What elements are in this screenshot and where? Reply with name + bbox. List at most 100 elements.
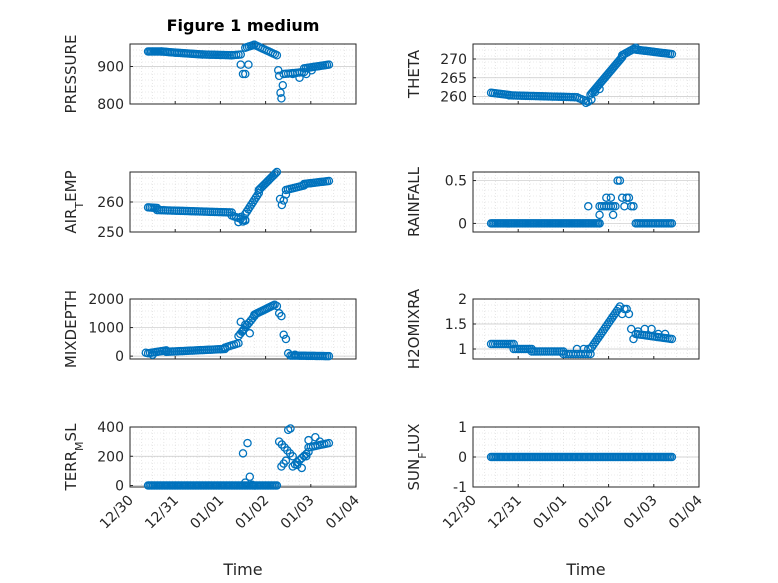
data-point — [288, 69, 297, 79]
data-point — [238, 326, 248, 335]
data-point — [272, 481, 282, 490]
data-point — [281, 334, 291, 344]
data-point — [667, 49, 677, 59]
data-point — [304, 447, 313, 457]
y-tick-label: 200 — [97, 449, 124, 465]
data-point — [324, 351, 334, 361]
data-point — [667, 334, 677, 344]
data-markers — [143, 40, 334, 103]
x-tick-label: 01/03 — [621, 493, 661, 533]
data-point — [584, 202, 593, 211]
data-point — [292, 458, 302, 467]
x-tick-label: 01/02 — [576, 493, 616, 533]
x-tick-label: 12/31 — [142, 493, 182, 533]
data-point — [236, 50, 245, 59]
y-tick-label: 1 — [458, 420, 467, 436]
data-point — [243, 438, 252, 448]
data-point — [629, 202, 638, 211]
data-point — [236, 317, 245, 327]
data-point — [629, 334, 638, 344]
x-tick-label: 01/04 — [323, 492, 363, 532]
y-tick-label: 265 — [440, 71, 467, 87]
y-tick-label: 260 — [97, 195, 124, 211]
data-point — [667, 452, 677, 462]
data-markers — [143, 424, 334, 490]
y-tick-label: 2000 — [88, 292, 124, 308]
data-point — [295, 73, 304, 83]
figure-title: Figure 1 medium — [167, 16, 320, 35]
data-point — [274, 71, 284, 81]
data-point — [276, 88, 285, 98]
data-point — [559, 347, 568, 356]
data-point — [311, 432, 320, 442]
y-tick-label: 0 — [115, 479, 124, 495]
data-point — [286, 424, 295, 433]
data-point — [587, 95, 596, 104]
data-point — [324, 60, 334, 69]
data-point — [606, 202, 616, 211]
data-point — [324, 176, 334, 186]
data-point — [288, 462, 297, 471]
y-tick-label: -1 — [453, 480, 467, 496]
x-tick-label: 12/30 — [440, 493, 480, 533]
data-point — [660, 329, 670, 339]
data-point — [608, 202, 618, 211]
data-point — [277, 311, 286, 321]
data-point — [615, 176, 625, 185]
data-point — [622, 193, 631, 202]
data-point — [272, 167, 282, 177]
y-axis-label: H2OMIXRA — [405, 288, 423, 369]
data-point — [272, 51, 282, 60]
data-point — [622, 304, 631, 314]
data-point — [602, 193, 611, 202]
y-axis-label: RAINFALL — [405, 166, 423, 237]
panel-air-temp: 250 260 AIRTEMP — [62, 167, 357, 241]
data-point — [271, 169, 280, 178]
data-point — [302, 452, 311, 461]
data-point — [667, 219, 677, 228]
axes-box — [129, 43, 357, 105]
data-point — [509, 339, 518, 349]
y-axis-label: SUNFLUX — [405, 424, 429, 491]
x-axis-label-right: Time — [565, 560, 605, 579]
panel-theta: 260 265 270 THETA — [405, 43, 700, 108]
data-point — [595, 210, 604, 220]
y-tick-label: 0 — [458, 450, 467, 466]
data-point — [245, 329, 255, 338]
data-markers — [143, 167, 334, 227]
y-axis-label: MIXDEPTH — [62, 290, 80, 368]
data-point — [238, 449, 248, 458]
x-tick-label: 01/03 — [278, 493, 318, 533]
data-point — [247, 480, 257, 490]
data-point — [315, 437, 325, 446]
data-point — [277, 94, 286, 103]
data-point — [611, 202, 620, 211]
data-point — [307, 66, 316, 75]
data-point — [281, 456, 291, 465]
data-point — [277, 200, 287, 210]
y-tick-label: 250 — [97, 225, 124, 241]
data-point — [283, 425, 293, 435]
panel-terr-msl: 0 200 400 12/30 12/31 01/01 01/02 01/03 01/04 TER… — [62, 420, 363, 532]
data-point — [324, 438, 334, 448]
data-point — [304, 435, 313, 445]
y-tick-label: 400 — [97, 420, 124, 436]
y-tick-label: 2 — [458, 292, 467, 308]
data-point — [620, 304, 629, 314]
panel-sun-flux: -1 0 1 12/30 12/31 01/01 01/02 01/03 01/04 SUNFLU… — [405, 420, 706, 532]
data-point — [613, 176, 622, 185]
data-point — [624, 309, 634, 319]
y-tick-label: 900 — [97, 60, 124, 76]
x-tick-label: 01/01 — [530, 493, 570, 533]
data-point — [281, 190, 291, 199]
data-point — [278, 81, 288, 90]
data-point — [581, 349, 590, 359]
data-point — [579, 344, 588, 354]
data-point — [297, 453, 307, 463]
panel-h2omixra: 1 1.5 2 H2OMIXRA — [405, 288, 700, 369]
data-point — [297, 463, 307, 473]
data-markers — [141, 300, 334, 361]
data-point — [606, 193, 616, 202]
y-tick-label: 0 — [458, 216, 467, 232]
x-tick-label: 01/01 — [187, 493, 227, 533]
